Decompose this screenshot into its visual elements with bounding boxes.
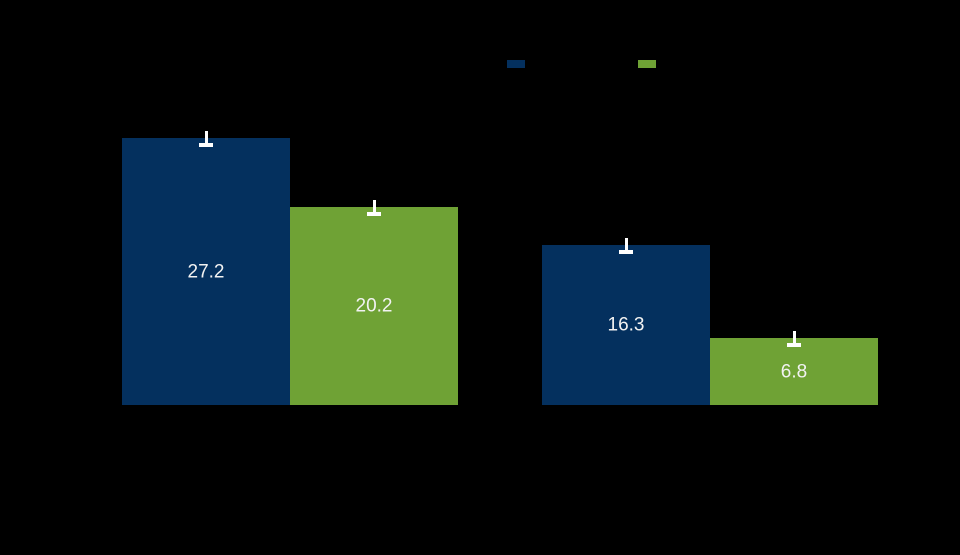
bar-value-label: 27.2 [187, 261, 225, 282]
error-bar-stem [372, 200, 376, 216]
bar-value-label: 16.3 [607, 314, 645, 336]
bar-value-label: 20.2 [355, 295, 393, 317]
error-bar-cap [199, 143, 213, 147]
bar-series2-group1: 20.2 [290, 200, 458, 405]
bar-value-label: 6.8 [780, 361, 808, 382]
error-bar-stem [624, 238, 628, 254]
error-bar-cap [367, 212, 381, 216]
legend-swatch-navy [507, 60, 525, 68]
error-bar-stem [204, 131, 208, 147]
bar-series1-group1: 27.2 [122, 131, 290, 405]
error-bar-cap [787, 343, 801, 347]
error-bar-cap [619, 250, 633, 254]
bar-series2-group2: 6.8 [710, 331, 878, 405]
legend-swatch-green [638, 60, 656, 68]
error-bar-stem [792, 331, 796, 347]
bar-series1-group2: 16.3 [542, 238, 710, 405]
